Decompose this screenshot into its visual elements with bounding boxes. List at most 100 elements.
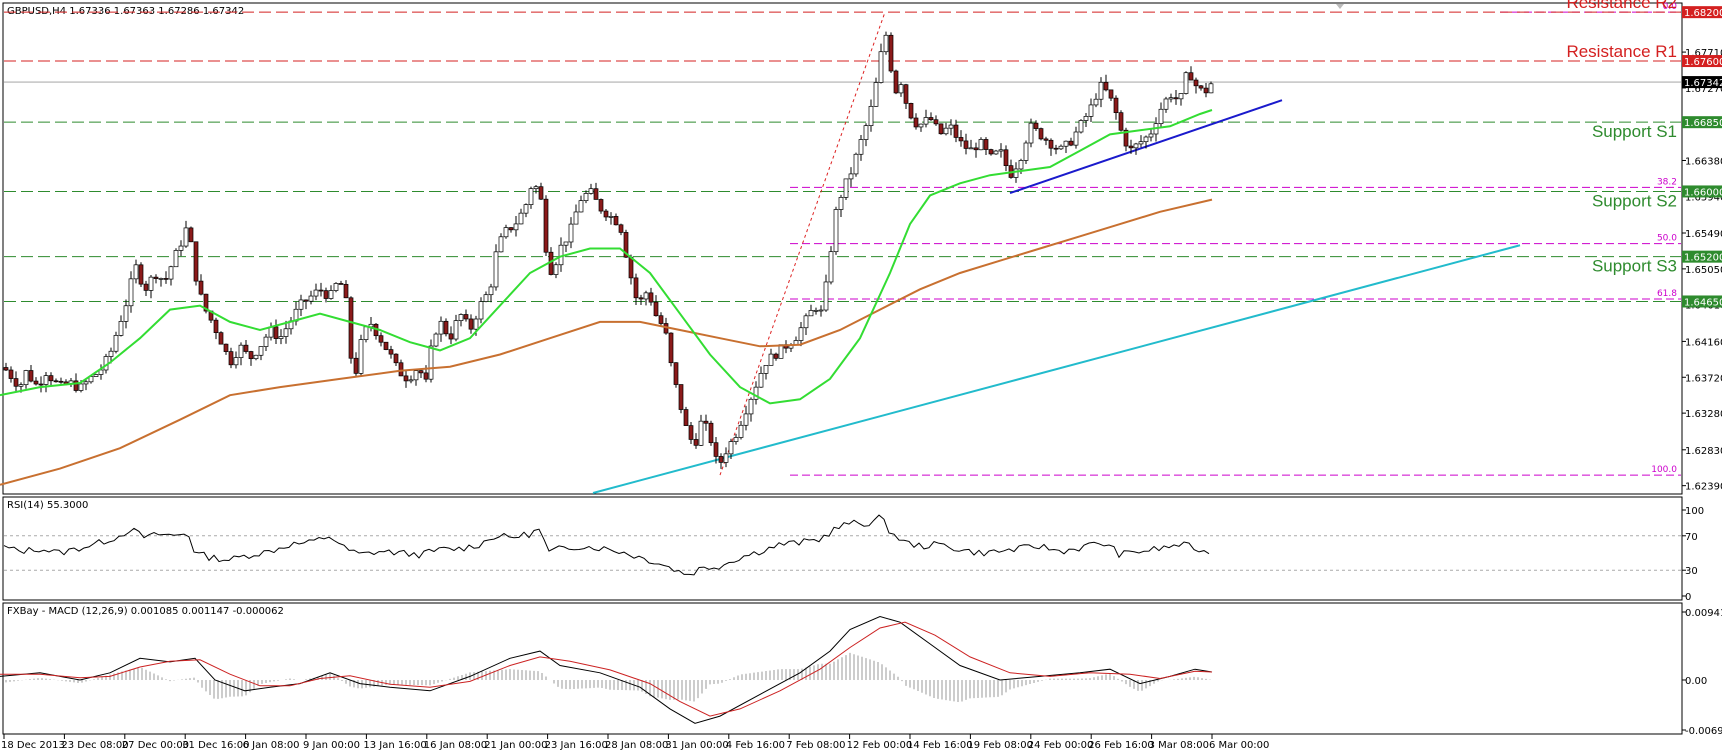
candle-body (248, 351, 254, 360)
candle-body (878, 51, 884, 83)
candle-body (593, 188, 599, 200)
candle-body (8, 369, 14, 379)
candle-body (1133, 143, 1139, 149)
candle-body (378, 335, 384, 343)
candle-body (668, 332, 674, 364)
candle-body (873, 82, 879, 107)
candle-body (813, 309, 819, 312)
y-tick-label: 1.62830 (1685, 446, 1722, 457)
candle-body (733, 437, 739, 442)
level-price-label: 1.66000 (1684, 187, 1722, 198)
candle-body (493, 251, 499, 288)
candle-body (1018, 160, 1024, 170)
scroll-marker-icon[interactable] (1336, 4, 1344, 9)
candle-body (328, 290, 334, 299)
candle-body (983, 139, 989, 150)
candle-body (598, 199, 604, 212)
candle-body (193, 241, 199, 282)
candle-body (43, 375, 49, 385)
candle-body (433, 333, 439, 347)
y-tick-label: 1.64160 (1685, 337, 1722, 348)
current-price-label: 1.67342 (1684, 78, 1722, 89)
candle-body (903, 84, 909, 104)
candle-body (218, 332, 224, 345)
candle-body (998, 149, 1004, 152)
candle-body (938, 123, 944, 135)
candle-body (1143, 136, 1149, 143)
candle-body (153, 276, 159, 279)
candle-body (1148, 133, 1154, 138)
candle-body (73, 380, 79, 391)
candle-body (523, 204, 529, 214)
candle-body (223, 343, 229, 352)
candle-body (1083, 116, 1089, 121)
candle-body (1088, 104, 1094, 117)
y-tick-label: 1.65490 (1685, 229, 1722, 240)
candle-body (428, 345, 434, 380)
candle-body (238, 344, 244, 358)
candle-body (1123, 129, 1129, 147)
candle-body (353, 357, 359, 374)
level-label: Support S2 (1592, 191, 1677, 210)
candle-body (148, 276, 154, 291)
level-price-box (1682, 250, 1722, 263)
candle-body (508, 227, 514, 231)
candle-body (573, 211, 579, 225)
candle-body (858, 139, 864, 155)
macd-signal-line (0, 621, 1213, 717)
trendline-cyan (592, 244, 1521, 494)
candle-body (653, 301, 659, 317)
candle-body (388, 349, 394, 355)
level-price-box (1682, 185, 1722, 198)
candle-body (888, 34, 894, 72)
rsi-y-tick-label: 0 (1685, 592, 1691, 603)
candle-body (828, 251, 834, 283)
candle-body (23, 370, 29, 386)
candle-body (1203, 87, 1209, 94)
candle-body (28, 370, 34, 382)
candle-body (1103, 81, 1109, 91)
candle-body (1063, 140, 1069, 147)
candle-body (58, 380, 64, 383)
candle-body (398, 362, 404, 377)
level-price-label: 1.68200 (1684, 8, 1722, 19)
candle-body (533, 186, 539, 190)
x-tick-label: 31 Dec 16:00 (182, 740, 249, 751)
candle-body (203, 293, 209, 312)
x-tick-label: 16 Jan 08:00 (424, 740, 487, 751)
candle-body (803, 315, 809, 329)
candle-body (743, 413, 749, 426)
candle-body (243, 344, 249, 352)
x-tick-label: 12 Feb 00:00 (847, 740, 913, 751)
candle-body (443, 320, 449, 335)
fib-level-label: 100.0 (1651, 465, 1677, 475)
level-price-label: 1.65200 (1684, 253, 1722, 264)
rsi-y-tick-label: 30 (1685, 566, 1698, 577)
candle-body (188, 227, 194, 243)
level-label: Resistance R2 (1566, 0, 1677, 12)
candle-body (648, 292, 654, 303)
candle-body (1113, 97, 1119, 114)
candle-body (233, 357, 239, 366)
candle-body (868, 105, 874, 126)
candle-body (883, 34, 889, 53)
candle-body (893, 70, 899, 94)
y-tick-label: 1.65940 (1685, 192, 1722, 203)
candle-body (688, 425, 694, 440)
candle-body (333, 283, 339, 291)
y-tick-label: 1.63280 (1685, 409, 1722, 420)
candle-body (623, 232, 629, 258)
candle-body (643, 292, 649, 300)
candle-body (348, 297, 354, 359)
candle-body (1078, 120, 1084, 133)
macd-line (0, 615, 1213, 724)
candle-body (308, 295, 314, 302)
candle-body (588, 188, 594, 194)
candle-body (453, 320, 459, 340)
candle-body (853, 153, 859, 175)
candle-body (118, 321, 124, 336)
candle-body (228, 351, 234, 366)
x-tick-label: 19 Feb 08:00 (967, 740, 1033, 751)
candle-body (53, 380, 59, 383)
candle-body (773, 353, 779, 359)
